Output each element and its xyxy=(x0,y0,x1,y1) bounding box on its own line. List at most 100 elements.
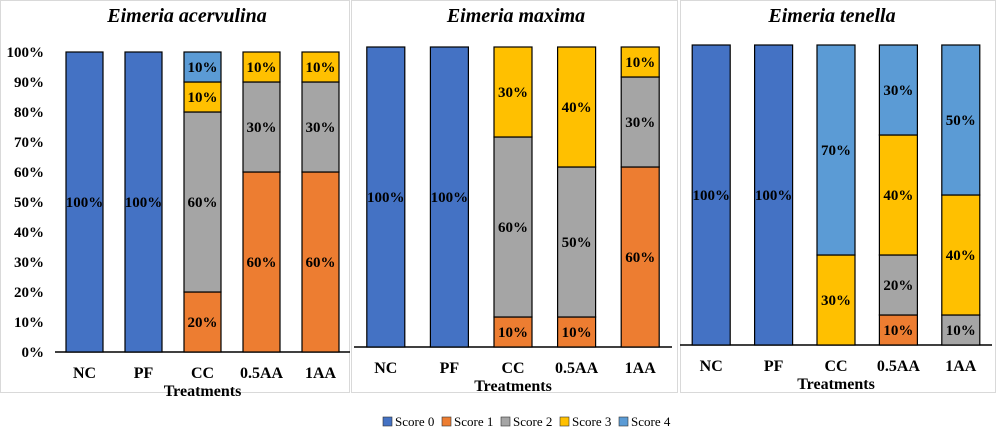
data-label: 20% xyxy=(188,315,218,331)
chart-panel-2: Eimeria maxima 100% NC 100% PF 10% 60% 30% CC 10%… xyxy=(351,0,678,395)
bar-segment-score-2 xyxy=(493,136,533,318)
data-label: 50% xyxy=(562,235,592,251)
bar-segment-score-2 xyxy=(941,314,981,346)
legend-swatch xyxy=(618,416,629,427)
panel-frame xyxy=(351,0,678,393)
data-label: 100% xyxy=(125,195,163,211)
data-label: 100% xyxy=(692,188,730,204)
bar-segment-score-2 xyxy=(183,111,222,293)
y-tick-label: 90% xyxy=(14,75,44,91)
data-label: 10% xyxy=(883,323,913,339)
x-category-label: CC xyxy=(501,360,524,377)
bar-segment-score-3 xyxy=(301,51,340,83)
x-category-label: NC xyxy=(700,358,723,375)
data-label: 30% xyxy=(498,85,528,101)
data-label: 10% xyxy=(188,90,218,106)
bar-segment-score-3 xyxy=(620,46,660,78)
x-category-label: PF xyxy=(134,365,154,382)
data-label: 40% xyxy=(562,100,592,116)
x-axis-title: Treatments xyxy=(797,376,875,393)
data-label: 60% xyxy=(306,255,336,271)
data-label: 10% xyxy=(562,325,592,341)
chart-panel-1: Eimeria acervulina 0% 10% 20% 30% 40% 50% 60% 70… xyxy=(0,0,350,400)
x-category-label: NC xyxy=(73,365,96,382)
chart-title: Eimeria acervulina xyxy=(106,5,266,27)
bar-segment-score-3 xyxy=(556,46,597,168)
bar-segment-score-1 xyxy=(301,171,340,353)
chart-panel-3: Eimeria tenella 100% NC 100% PF 30% 70% CC 10% 20… xyxy=(680,0,996,393)
data-label: 30% xyxy=(883,83,913,99)
data-label: 30% xyxy=(306,120,336,136)
bar-segment-score-2 xyxy=(878,254,919,316)
data-label: 60% xyxy=(188,195,218,211)
x-axis-title: Treatments xyxy=(474,378,552,395)
bar-segment-score-3 xyxy=(816,254,856,346)
data-label: 30% xyxy=(821,293,851,309)
data-label: 30% xyxy=(625,115,655,131)
y-tick-label: 40% xyxy=(14,225,44,241)
data-label: 100% xyxy=(66,195,104,211)
y-tick-label: 80% xyxy=(14,105,44,121)
x-category-label: 0.5AA xyxy=(877,358,921,375)
legend-label: Score 1 xyxy=(454,414,493,429)
y-tick-label: 100% xyxy=(7,45,45,61)
data-label: 10% xyxy=(247,60,277,76)
legend-label: Score 3 xyxy=(572,414,611,429)
bar-segment-score-0 xyxy=(691,44,731,346)
bar-segment-score-4 xyxy=(878,44,919,136)
legend-label: Score 4 xyxy=(631,414,671,429)
data-label: 40% xyxy=(946,248,976,264)
bar-segment-score-2 xyxy=(556,166,597,318)
x-category-label: CC xyxy=(191,365,214,382)
bar-segment-score-1 xyxy=(556,316,597,348)
data-label: 30% xyxy=(247,120,277,136)
bar-segment-score-0 xyxy=(65,51,104,353)
data-label: 10% xyxy=(625,55,655,71)
data-label: 70% xyxy=(821,143,851,159)
data-label: 60% xyxy=(498,220,528,236)
legend: Score 0 Score 1 Score 2 Score 3 Score 4 xyxy=(382,414,671,429)
bar-segment-score-3 xyxy=(941,194,981,316)
bar-segment-score-4 xyxy=(183,51,222,83)
chart-title: Eimeria maxima xyxy=(446,5,585,27)
bar-segment-score-4 xyxy=(816,44,856,256)
bar-segment-score-0 xyxy=(753,44,794,346)
bar-segment-score-3 xyxy=(878,134,919,256)
x-category-label: 1AA xyxy=(945,358,977,375)
legend-swatch xyxy=(559,416,570,427)
x-category-label: PF xyxy=(764,358,784,375)
y-tick-label: 30% xyxy=(14,255,44,271)
bar-segment-score-3 xyxy=(493,46,533,138)
x-category-label: 0.5AA xyxy=(555,360,599,377)
bar-segment-score-0 xyxy=(124,51,163,353)
data-label: 100% xyxy=(755,188,793,204)
data-label: 50% xyxy=(946,113,976,129)
chart-title: Eimeria tenella xyxy=(767,5,895,27)
panel-frame xyxy=(0,0,350,393)
bar-segment-score-2 xyxy=(301,81,340,173)
y-tick-label: 10% xyxy=(14,315,44,331)
legend-swatch xyxy=(382,416,393,427)
bar-segment-score-1 xyxy=(242,171,281,353)
bar-segment-score-2 xyxy=(242,81,281,173)
bar-segment-score-3 xyxy=(183,81,222,113)
x-axis-title: Treatments xyxy=(164,383,242,400)
x-category-label: 1AA xyxy=(305,365,337,382)
y-tick-label: 70% xyxy=(14,135,44,151)
x-category-label: CC xyxy=(824,358,847,375)
bar-segment-score-1 xyxy=(878,314,919,346)
x-category-label: 1AA xyxy=(625,360,657,377)
data-label: 10% xyxy=(306,60,336,76)
data-label: 10% xyxy=(188,60,218,76)
legend-swatch xyxy=(441,416,452,427)
data-label: 60% xyxy=(247,255,277,271)
y-tick-label: 20% xyxy=(14,285,44,301)
data-label: 20% xyxy=(883,278,913,294)
x-category-label: NC xyxy=(374,360,397,377)
x-category-label: PF xyxy=(440,360,460,377)
y-tick-label: 0% xyxy=(22,345,45,361)
legend-label: Score 2 xyxy=(513,414,552,429)
data-label: 10% xyxy=(946,323,976,339)
bar-segment-score-4 xyxy=(941,44,981,196)
